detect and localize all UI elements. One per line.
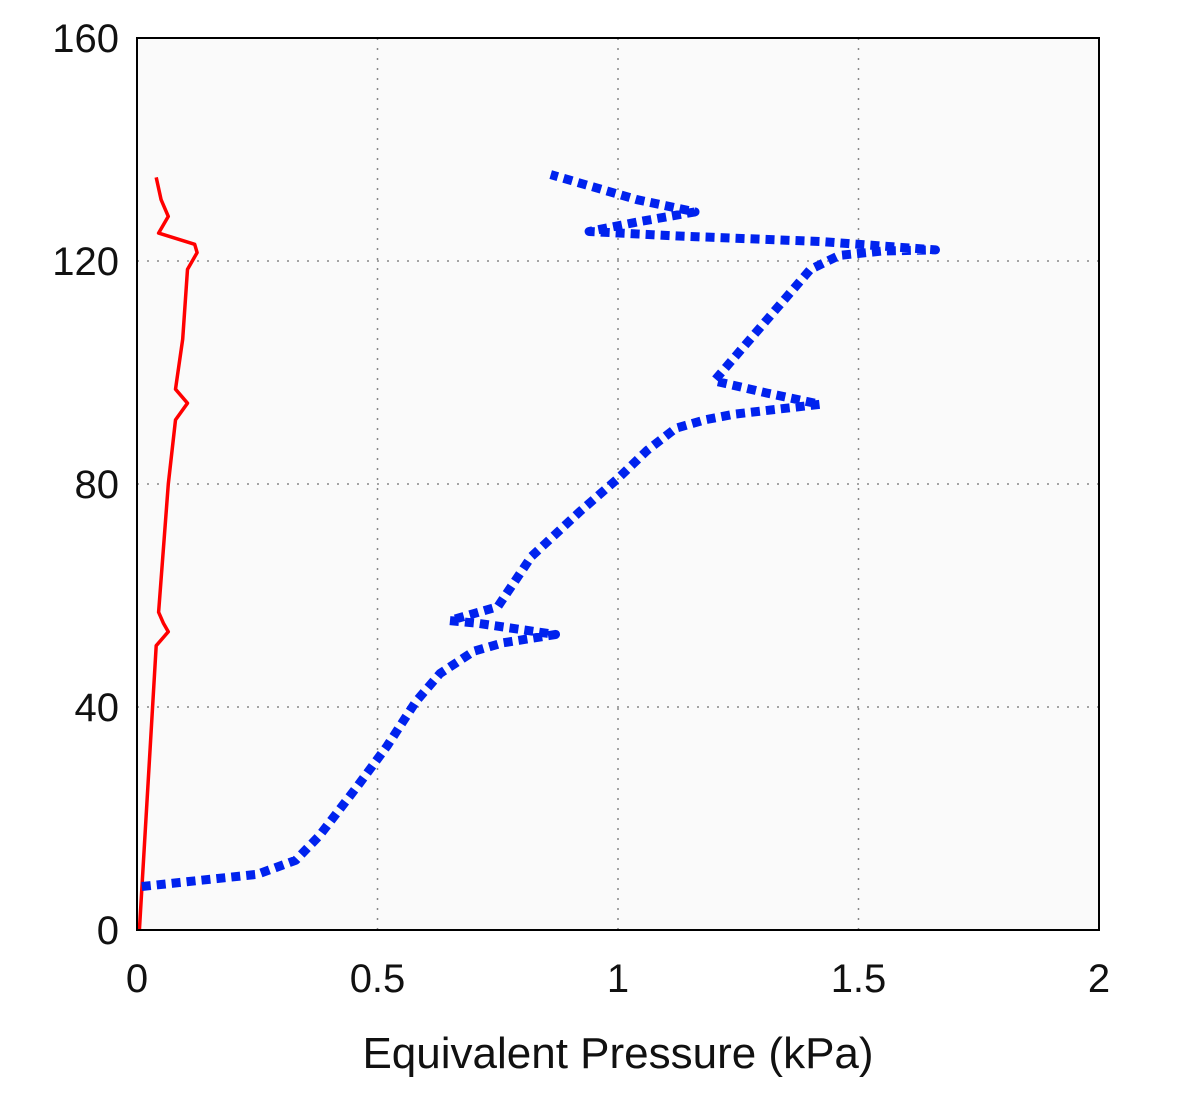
- plot-frame: [136, 37, 1100, 931]
- x-tick-label: 0: [126, 957, 148, 1001]
- tick-labels: 0 0.5 1 1.5 2 0 40 80 120 160: [52, 17, 1110, 1001]
- y-tick-label: 0: [97, 909, 119, 953]
- series-lines: [137, 170, 940, 931]
- series-line-1: [137, 177, 199, 931]
- x-tick-label: 0.5: [350, 957, 406, 1001]
- y-tick-label: 80: [75, 463, 120, 507]
- x-tick-label: 1: [607, 957, 629, 1001]
- y-tick-label: 40: [75, 686, 120, 730]
- x-tick-label: 2: [1088, 957, 1110, 1001]
- x-axis-title: Equivalent Pressure (kPa): [362, 1029, 873, 1078]
- y-tick-label: 120: [52, 240, 119, 284]
- x-tick-label: 1.5: [831, 957, 887, 1001]
- y-tick-label: 160: [52, 17, 119, 61]
